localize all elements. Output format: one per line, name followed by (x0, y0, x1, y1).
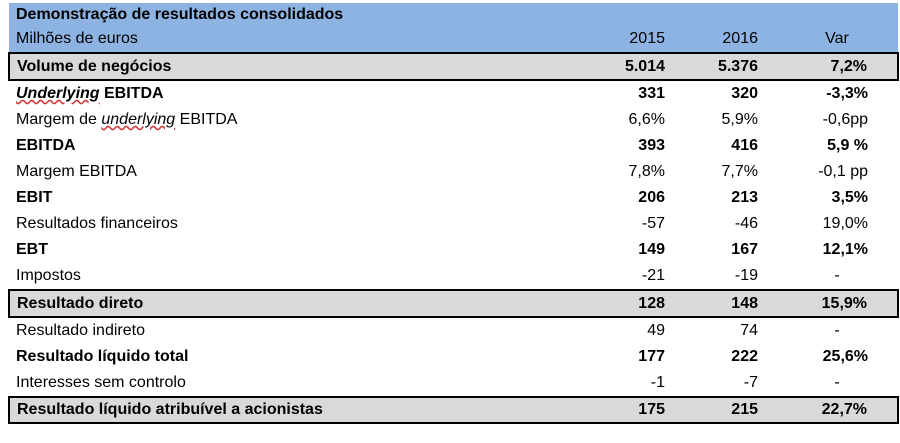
table-row-resultados-financeiros: Resultados financeiros -57 -46 19,0% (9, 211, 898, 237)
column-header-2015: 2015 (537, 26, 683, 53)
table-title: Demonstração de resultados consolidados (9, 3, 899, 26)
row-label: Resultado líquido atribuível a acionista… (8, 396, 537, 424)
row-label-rest: EBITDA (99, 85, 164, 102)
cell-2016: -7 (743, 374, 758, 391)
cell-var: -0,1 pp (818, 163, 869, 180)
cell-2016: 5,9% (721, 111, 758, 128)
table-row-ebit: EBIT 206 213 3,5% (9, 185, 898, 211)
row-label: EBT (16, 241, 48, 258)
cell-var: - (834, 322, 840, 339)
cell-2015: 5.014 (537, 52, 683, 81)
cell-var: 5,9 % (827, 137, 869, 154)
table-row-margem-underlying: Margem de underlying EBITDA 6,6% 5,9% -0… (9, 107, 898, 133)
cell-2015: -1 (650, 374, 665, 391)
row-label: Volume de negócios (8, 52, 537, 81)
column-header-2016: 2016 (683, 26, 776, 53)
cell-var: 12,1% (822, 241, 869, 258)
cell-2016: -19 (734, 267, 758, 284)
table-row-margem-ebitda: Margem EBITDA 7,8% 7,7% -0,1 pp (9, 159, 898, 185)
row-label: Resultado líquido total (16, 348, 189, 365)
table-title-row: Demonstração de resultados consolidados (9, 3, 899, 26)
row-label-italic: Underlying (16, 85, 100, 102)
cell-2015: 6,6% (628, 111, 665, 128)
cell-2015: 7,8% (628, 163, 665, 180)
row-label: Resultados financeiros (16, 215, 178, 232)
row-label-rest: EBITDA (175, 111, 238, 128)
row-label: Impostos (16, 267, 81, 284)
table-row-resultado-liquido-acionistas: Resultado líquido atribuível a acionista… (8, 396, 900, 424)
cell-2015: 393 (638, 137, 665, 154)
table-row-ebitda: EBITDA 393 416 5,9 % (9, 133, 898, 159)
cell-2016: -46 (734, 215, 758, 232)
table-row-volume-negocios: Volume de negócios 5.014 5.376 7,2% (8, 52, 900, 81)
cell-var: 19,0% (822, 215, 869, 232)
cell-2015: 149 (638, 241, 665, 258)
cell-2016: 320 (731, 85, 758, 102)
cell-2016: 5.376 (683, 52, 776, 81)
column-header-var: Var (776, 26, 899, 53)
table-row-interesses-sem-controlo: Interesses sem controlo -1 -7 - (9, 370, 898, 397)
table-row-resultado-liquido-total: Resultado líquido total 177 222 25,6% (9, 344, 898, 370)
table-row-resultado-direto: Resultado direto 128 148 15,9% (8, 289, 900, 318)
cell-2015: -57 (641, 215, 665, 232)
cell-2016: 222 (731, 348, 758, 365)
cell-var: 3,5% (831, 189, 869, 206)
income-statement: Demonstração de resultados consolidados … (8, 3, 900, 424)
table-row-impostos: Impostos -21 -19 - (9, 263, 898, 290)
cell-2016: 148 (683, 289, 776, 318)
row-label: Underlying EBITDA (9, 80, 537, 107)
row-label: EBITDA (16, 137, 76, 154)
cell-var: 22,7% (776, 396, 900, 424)
cell-2015: 49 (647, 322, 665, 339)
cell-2016: 7,7% (721, 163, 758, 180)
cell-var: - (834, 267, 840, 284)
cell-2015: 175 (537, 396, 683, 424)
cell-2016: 213 (731, 189, 758, 206)
cell-var: 15,9% (776, 289, 900, 318)
cell-2015: -21 (641, 267, 665, 284)
cell-2015: 128 (537, 289, 683, 318)
row-label: EBIT (16, 189, 53, 206)
cell-var: - (834, 374, 840, 391)
cell-2016: 167 (731, 241, 758, 258)
cell-var: -3,3% (826, 85, 869, 102)
cell-2016: 74 (740, 322, 758, 339)
cell-var: 25,6% (822, 348, 869, 365)
table-row-ebt: EBT 149 167 12,1% (9, 237, 898, 263)
cell-2015: 206 (638, 189, 665, 206)
table-header-row: Milhões de euros 2015 2016 Var (9, 26, 899, 53)
cell-2016: 416 (731, 137, 758, 154)
table-row-underlying-ebitda: Underlying EBITDA 331 320 -3,3% (9, 80, 898, 107)
row-label: Margem EBITDA (16, 163, 137, 180)
row-label: Margem de underlying EBITDA (9, 107, 537, 133)
cell-var: -0,6pp (822, 111, 869, 128)
units-label: Milhões de euros (9, 26, 537, 53)
cell-2015: 331 (638, 85, 665, 102)
cell-2015: 177 (638, 348, 665, 365)
row-label-italic: underlying (101, 111, 176, 128)
income-statement-table: Demonstração de resultados consolidados … (8, 3, 900, 424)
row-label: Resultado indireto (16, 322, 145, 339)
row-label: Interesses sem controlo (16, 374, 186, 391)
cell-var: 7,2% (776, 52, 900, 81)
table-row-resultado-indireto: Resultado indireto 49 74 - (9, 317, 898, 344)
row-label-pre: Margem de (16, 111, 102, 128)
cell-2016: 215 (683, 396, 776, 424)
row-label: Resultado direto (8, 289, 537, 318)
